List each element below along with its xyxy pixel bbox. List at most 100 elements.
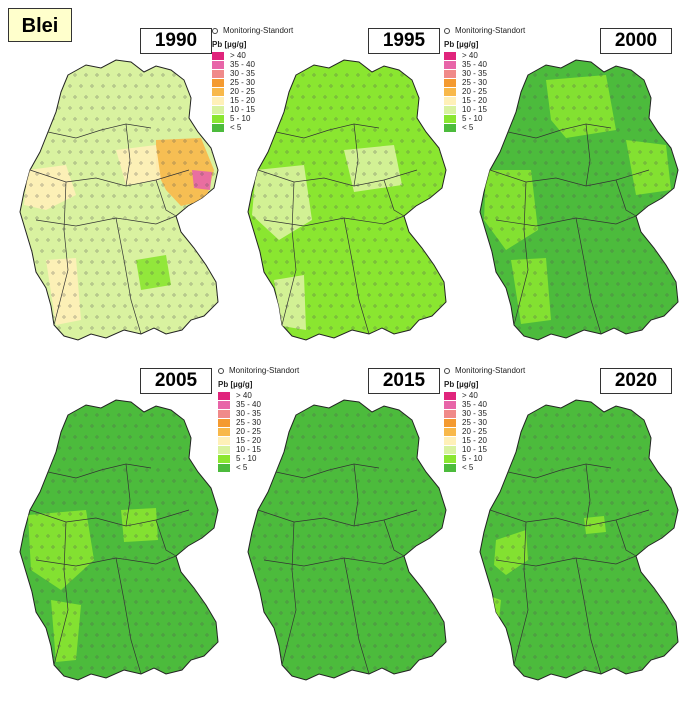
monitoring-point: [594, 578, 598, 582]
monitoring-point: [439, 468, 443, 472]
legend-class-label: 35 - 40: [236, 400, 261, 409]
monitoring-point: [268, 95, 272, 99]
monitoring-point: [605, 578, 609, 582]
monitoring-point: [139, 523, 143, 527]
monitoring-point: [356, 249, 360, 253]
monitoring-point: [533, 205, 537, 209]
monitoring-point: [654, 161, 658, 165]
monitoring-point: [422, 479, 426, 483]
monitoring-point: [68, 238, 72, 242]
legend-class-label: > 40: [462, 51, 478, 60]
monitoring-point: [285, 512, 289, 516]
monitoring-point: [577, 183, 581, 187]
monitoring-point: [252, 128, 256, 132]
monitoring-point: [566, 413, 570, 417]
monitoring-point: [134, 194, 138, 198]
monitoring-point: [367, 479, 371, 483]
monitoring-point: [62, 271, 66, 275]
monitoring-point: [263, 644, 267, 648]
monitoring-point: [46, 238, 50, 242]
monitoring-point: [263, 556, 267, 560]
monitoring-point: [384, 150, 388, 154]
monitoring-point: [517, 216, 521, 220]
monitoring-point: [139, 293, 143, 297]
monitoring-point: [395, 150, 399, 154]
monitoring-point: [274, 666, 278, 670]
monitoring-point: [46, 326, 50, 330]
monitoring-point: [345, 161, 349, 165]
monitoring-point: [594, 128, 598, 132]
monitoring-point: [378, 161, 382, 165]
monitoring-point: [561, 304, 565, 308]
monitoring-point: [211, 260, 215, 264]
state-border: [343, 217, 370, 335]
monitoring-point: [189, 534, 193, 538]
monitoring-point: [90, 490, 94, 494]
monitoring-point: [95, 457, 99, 461]
monitoring-point: [356, 271, 360, 275]
monitoring-point: [643, 205, 647, 209]
state-border: [585, 123, 591, 187]
monitoring-point: [57, 534, 61, 538]
monitoring-point: [57, 578, 61, 582]
monitoring-point: [422, 435, 426, 439]
monitoring-point: [117, 567, 121, 571]
monitoring-point: [428, 534, 432, 538]
monitoring-point: [572, 666, 576, 670]
monitoring-point: [439, 424, 443, 428]
monitoring-point: [649, 556, 653, 560]
monitoring-point: [290, 567, 294, 571]
legend-class-label: 15 - 20: [236, 436, 261, 445]
monitoring-point: [616, 304, 620, 308]
monitoring-point: [522, 117, 526, 121]
monitoring-point: [145, 600, 149, 604]
monitoring-point: [334, 271, 338, 275]
monitoring-point: [134, 304, 138, 308]
monitoring-point: [671, 600, 675, 604]
monitoring-point: [389, 205, 393, 209]
monitoring-point: [194, 523, 198, 527]
monitoring-point: [621, 139, 625, 143]
monitoring-point: [373, 512, 377, 516]
legend-class: 10 - 15: [444, 105, 525, 114]
monitoring-point: [378, 139, 382, 143]
monitoring-point: [373, 304, 377, 308]
legend-class-label: 10 - 15: [462, 105, 487, 114]
monitoring-point: [417, 128, 421, 132]
monitoring-point: [489, 293, 493, 297]
monitoring-point: [539, 512, 543, 516]
monitoring-point: [205, 183, 209, 187]
monitoring-point: [610, 161, 614, 165]
monitoring-point: [134, 128, 138, 132]
monitoring-point: [500, 567, 504, 571]
monitoring-point: [676, 435, 678, 439]
monitoring-point: [128, 567, 132, 571]
monitoring-point: [605, 446, 609, 450]
monitoring-point: [211, 238, 215, 242]
monitoring-point: [517, 666, 521, 670]
monitoring-point: [79, 106, 83, 110]
monitoring-point: [40, 479, 44, 483]
monitoring-point: [73, 139, 77, 143]
monitoring-point: [139, 501, 143, 505]
monitoring-point: [544, 139, 548, 143]
monitoring-point: [134, 490, 138, 494]
monitoring-point: [627, 578, 631, 582]
monitoring-point: [156, 84, 160, 88]
monitoring-point: [345, 73, 349, 77]
monitoring-point: [257, 95, 261, 99]
monitoring-point: [128, 205, 132, 209]
monitoring-point: [610, 523, 614, 527]
state-border: [343, 557, 370, 675]
monitoring-point: [417, 282, 421, 286]
monitoring-point: [649, 644, 653, 648]
monitoring-point: [422, 227, 426, 231]
monitoring-point: [654, 227, 658, 231]
monitoring-point: [500, 205, 504, 209]
monitoring-point: [57, 622, 61, 626]
monitoring-point: [384, 216, 388, 220]
legend-swatch: [444, 114, 456, 123]
monitoring-point: [649, 260, 653, 264]
monitoring-point: [422, 117, 426, 121]
monitoring-point: [145, 282, 149, 286]
